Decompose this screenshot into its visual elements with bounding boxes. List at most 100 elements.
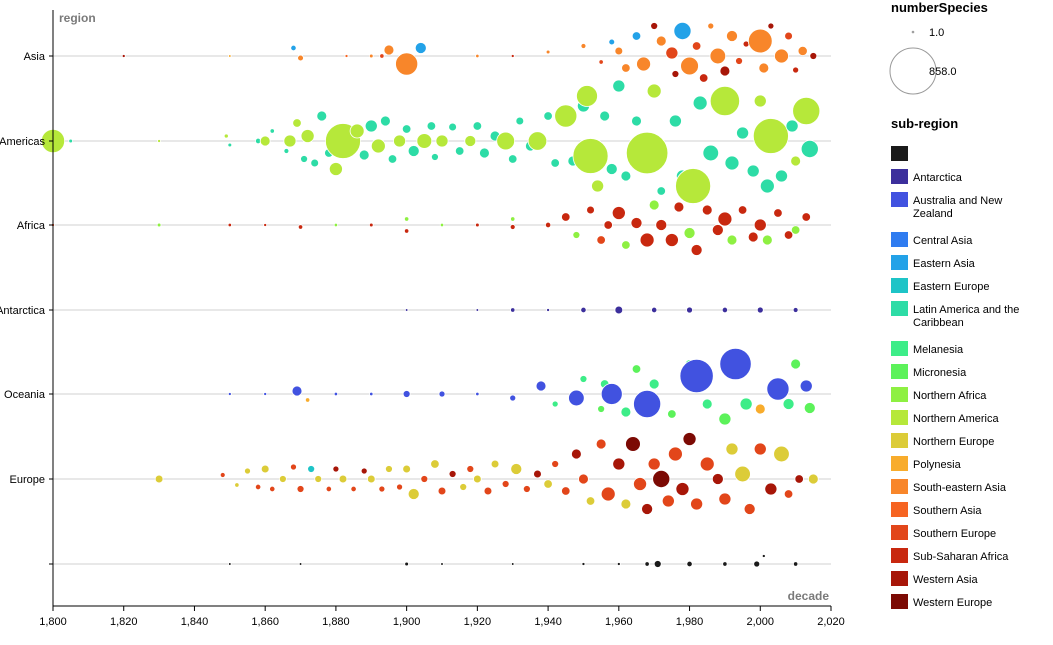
data-point-115 [792, 96, 821, 126]
data-point-71 [431, 153, 439, 161]
data-point-231 [466, 465, 475, 473]
data-point-23 [671, 70, 680, 78]
data-point-39 [792, 66, 800, 74]
data-point-164 [651, 306, 658, 314]
data-point-38 [784, 31, 793, 41]
data-point-55 [310, 158, 320, 168]
data-point-214 [314, 475, 323, 483]
data-point-272 [298, 562, 303, 566]
legend-label-18: Western Europe [913, 597, 992, 609]
data-point-123 [368, 222, 374, 228]
legend-swatch-10 [891, 410, 908, 425]
data-point-67 [401, 124, 412, 134]
data-point-90 [572, 138, 609, 174]
data-point-133 [586, 205, 595, 215]
data-point-49 [269, 128, 275, 134]
data-point-261 [718, 492, 732, 506]
data-point-141 [655, 219, 668, 231]
data-point-188 [633, 389, 662, 419]
legend-swatch-0 [891, 146, 908, 161]
data-point-3 [297, 54, 304, 62]
data-point-257 [682, 432, 697, 446]
y-axis-ticks: Asia Americas Africa Antarctica Oceania Europ… [0, 51, 53, 565]
data-point-53 [300, 155, 308, 163]
legend-label-9: Northern Africa [913, 390, 987, 402]
data-point-45 [223, 133, 229, 139]
data-point-118 [156, 222, 162, 228]
data-point-246 [600, 486, 616, 502]
data-point-20 [650, 22, 659, 30]
data-point-275 [510, 562, 515, 566]
data-point-128 [510, 216, 516, 222]
size-legend-max-circle [889, 47, 937, 95]
data-point-107 [736, 126, 750, 140]
data-point-152 [753, 218, 767, 232]
data-point-143 [673, 201, 685, 213]
data-point-100 [668, 114, 682, 128]
data-point-269 [794, 474, 804, 484]
data-point-259 [699, 456, 715, 472]
data-point-185 [600, 383, 623, 405]
data-point-54 [300, 129, 315, 143]
data-point-25 [680, 56, 699, 76]
data-point-251 [641, 503, 654, 515]
data-point-109 [753, 94, 767, 108]
data-point-17 [621, 63, 631, 73]
data-point-165 [686, 306, 693, 314]
y-tick-label-0: Asia [24, 51, 46, 63]
data-point-218 [350, 485, 357, 493]
data-point-219 [360, 467, 368, 475]
data-point-163 [614, 305, 624, 315]
data-point-157 [801, 212, 811, 222]
data-point-220 [366, 474, 376, 484]
data-point-116 [800, 139, 819, 159]
data-point-279 [653, 560, 662, 568]
data-point-9 [379, 53, 385, 59]
color-legend-entries: Antarctica Australia and New Zealand Centra… [891, 146, 1019, 609]
data-point-167 [756, 306, 764, 314]
legend-swatch-16 [891, 548, 908, 563]
legend-swatch-8 [891, 364, 908, 379]
data-point-253 [652, 469, 671, 489]
data-point-151 [747, 231, 759, 243]
data-point-106 [724, 155, 740, 171]
data-point-227 [430, 459, 440, 469]
legend-label-10: Northern America [913, 413, 999, 425]
data-point-235 [501, 480, 510, 488]
data-point-32 [735, 57, 743, 65]
data-point-121 [297, 224, 304, 230]
data-point-24 [673, 21, 692, 41]
data-point-85 [550, 158, 560, 168]
data-point-240 [551, 460, 560, 468]
data-point-258 [690, 497, 704, 511]
data-point-14 [598, 59, 604, 65]
data-point-263 [734, 465, 751, 483]
data-point-21 [655, 35, 667, 47]
data-point-266 [764, 482, 778, 496]
data-point-172 [304, 397, 311, 403]
data-point-284 [793, 561, 799, 567]
data-point-267 [773, 445, 790, 463]
x-tick-label-3: 1,860 [251, 616, 279, 628]
data-point-277 [616, 562, 621, 566]
data-point-232 [473, 474, 482, 484]
data-point-125 [404, 228, 410, 234]
data-point-131 [561, 212, 571, 222]
data-point-147 [711, 224, 724, 236]
axes: region decade [52, 10, 831, 607]
data-point-0 [121, 54, 126, 58]
data-point-195 [719, 347, 752, 381]
data-point-7 [395, 52, 419, 76]
data-point-80 [508, 154, 518, 164]
size-legend-min-label: 1.0 [929, 27, 944, 39]
data-point-196 [739, 397, 753, 411]
data-point-50 [283, 148, 290, 154]
legend-label-15: Southern Europe [913, 528, 996, 540]
data-point-211 [290, 463, 297, 471]
data-point-135 [603, 220, 613, 230]
data-point-245 [595, 438, 607, 450]
data-point-171 [291, 385, 303, 397]
data-point-126 [439, 222, 445, 228]
data-point-244 [585, 496, 596, 506]
